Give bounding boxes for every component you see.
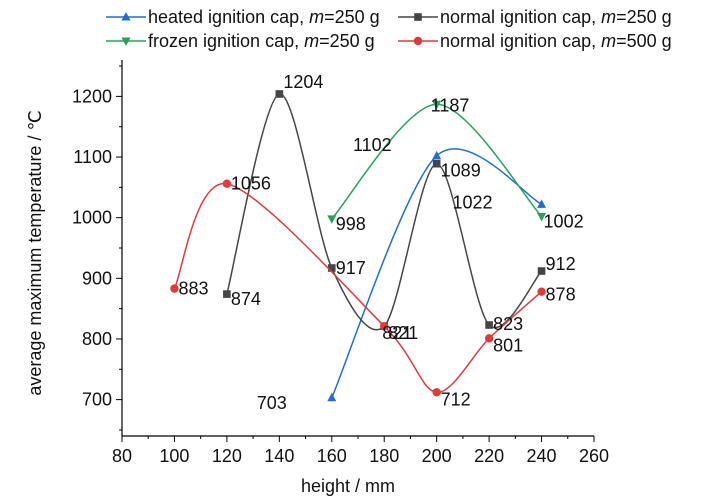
series-layer (170, 90, 547, 402)
data-point (327, 215, 337, 224)
data-point (432, 100, 442, 110)
x-tick-label: 140 (264, 446, 294, 466)
data-label: 712 (441, 389, 471, 409)
data-label: 878 (546, 285, 576, 305)
legend-label-var: m (304, 31, 319, 51)
data-label: 1102 (353, 135, 392, 155)
data-label: 998 (336, 214, 366, 234)
data-point (537, 267, 546, 275)
legend-item: normal ignition cap, m=500 g (398, 31, 672, 51)
data-point (275, 90, 284, 98)
y-tick-label: 700 (82, 390, 112, 410)
series-3 (170, 179, 546, 397)
y-tick-label: 800 (82, 329, 112, 349)
legend-marker (413, 36, 423, 46)
data-point (380, 322, 389, 331)
data-label: 874 (231, 289, 261, 309)
data-point (170, 284, 179, 293)
series-0 (327, 148, 547, 402)
axes: 80 100 120 140 160 180 200 220 240 260 700 800 900 10… (25, 60, 609, 496)
x-tick-label: 240 (527, 446, 557, 466)
data-point (537, 287, 546, 296)
x-tick-label: 200 (422, 446, 452, 466)
data-point (537, 212, 547, 222)
legend-label-var: m (601, 31, 616, 51)
data-point (432, 388, 441, 397)
data-label: 1204 (283, 72, 323, 92)
y-tick-label: 1000 (72, 208, 112, 228)
legend-item: heated ignition cap, m=250 g (106, 7, 380, 27)
data-point (222, 179, 232, 188)
legend-item: normal ignition cap, m=250 g (398, 7, 672, 27)
data-label: 912 (546, 254, 576, 274)
data-label: 917 (336, 258, 366, 278)
data-point (327, 264, 336, 272)
legend-label-prefix: normal ignition cap, (440, 31, 601, 51)
legend-label-var: m (601, 7, 616, 27)
data-label: 1002 (544, 211, 584, 231)
data-point (537, 199, 547, 208)
legend-item: frozen ignition cap, m=250 g (106, 31, 375, 51)
series-1 (327, 100, 547, 224)
x-tick-label: 260 (579, 446, 609, 466)
legend-marker (121, 37, 131, 46)
data-label: 1056 (231, 174, 271, 194)
data-label: 1022 (453, 192, 493, 212)
x-tick-label: 160 (317, 446, 347, 466)
data-label: 801 (493, 335, 523, 355)
legend-marker (414, 13, 422, 21)
x-tick-label: 100 (159, 446, 189, 466)
legend-label: normal ignition cap, m=500 g (440, 31, 672, 51)
legend-label: heated ignition cap, m=250 g (148, 7, 380, 27)
x-axis-title: height / mm (301, 476, 395, 496)
data-point (223, 290, 231, 298)
legend-label-suffix: =250 g (616, 7, 672, 27)
series-2 (223, 90, 546, 331)
x-tick-label: 120 (212, 446, 242, 466)
legend-label-suffix: =250 g (324, 7, 380, 27)
legend-label-suffix: =250 g (319, 31, 375, 51)
data-label: 823 (493, 314, 523, 334)
data-label: 1089 (441, 161, 481, 181)
legend-label-var: m (309, 7, 324, 27)
y-axis-title: average maximum temperature / ℃ (25, 110, 45, 395)
data-point (327, 392, 337, 402)
x-tick-label: 80 (112, 446, 132, 466)
legend-label: normal ignition cap, m=250 g (440, 7, 672, 27)
data-label: 703 (257, 393, 287, 413)
x-tick-label: 180 (369, 446, 399, 466)
legend-label: frozen ignition cap, m=250 g (148, 31, 375, 51)
legend-label-suffix: =500 g (616, 31, 672, 51)
data-label: 821 (388, 323, 418, 343)
data-point (432, 159, 441, 168)
legend-label-prefix: frozen ignition cap, (148, 31, 304, 51)
series-line (226, 93, 543, 331)
data-labels: 703 1102 1022 998 1187 1002 874 1204 917 821 1089 8… (178, 72, 583, 413)
data-label: 821 (382, 323, 412, 343)
series-line (331, 148, 542, 399)
data-point (484, 334, 494, 343)
x-tick-label: 220 (474, 446, 504, 466)
y-tick-label: 900 (82, 268, 112, 288)
y-tick-label: 1200 (72, 86, 112, 106)
data-point (485, 321, 493, 329)
legend-label-prefix: heated ignition cap, (148, 7, 309, 27)
legend-marker (121, 12, 131, 21)
data-label: 1187 (431, 95, 470, 115)
data-point (432, 150, 442, 160)
legend-label-prefix: normal ignition cap, (440, 7, 601, 27)
data-label: 883 (178, 279, 208, 299)
y-tick-label: 1100 (73, 147, 112, 167)
